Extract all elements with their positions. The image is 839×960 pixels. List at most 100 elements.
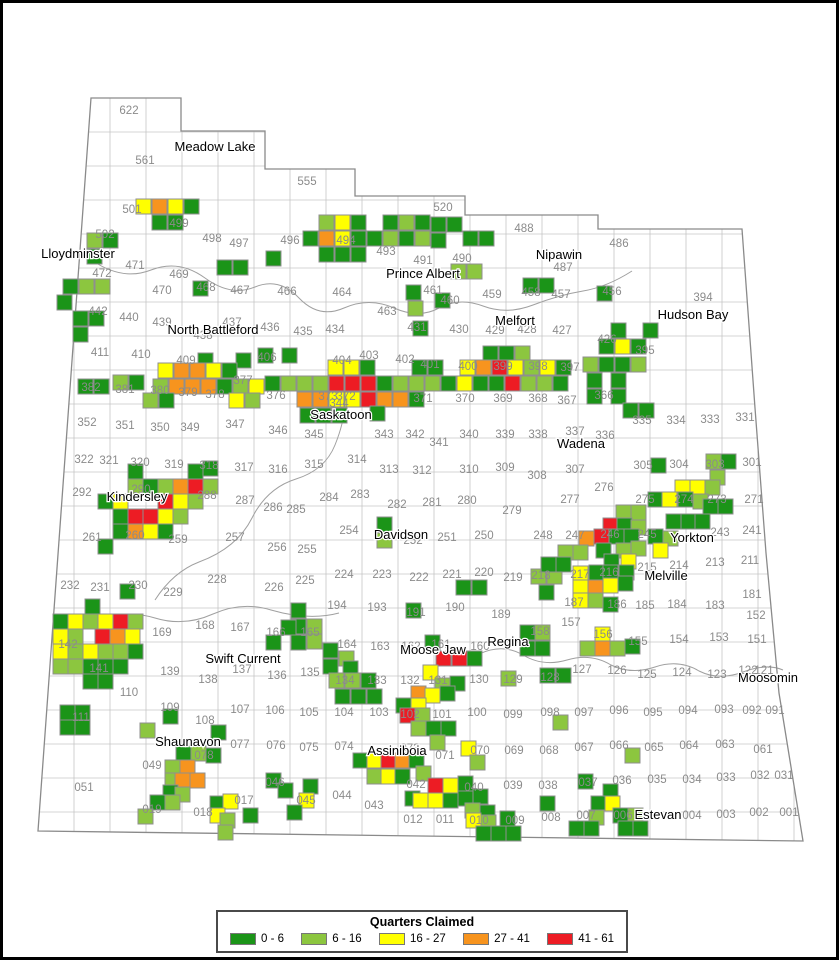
rm-number-label: 246 (600, 529, 619, 541)
claim-squares (52, 198, 737, 842)
rm-number-label: 010 (469, 815, 488, 827)
claim-square (277, 782, 294, 799)
rm-number-label: 191 (406, 607, 425, 619)
claim-square (376, 532, 393, 549)
claim-square (459, 359, 476, 376)
rm-number-label: 125 (637, 669, 656, 681)
claim-square (415, 765, 432, 782)
claim-square (630, 504, 647, 521)
claim-square (221, 362, 238, 379)
rm-number-label: 184 (667, 599, 687, 611)
rm-number-label: 248 (533, 530, 552, 542)
claim-square (97, 643, 114, 660)
claim-square (538, 277, 555, 294)
legend-item-label: 27 - 41 (494, 933, 530, 945)
claim-square (534, 624, 551, 641)
city-label: Shaunavon (155, 734, 221, 749)
claim-square (500, 670, 517, 687)
rm-number-label: 491 (413, 255, 432, 267)
rm-number-label: 226 (264, 582, 283, 594)
rm-number-label: 063 (715, 739, 734, 751)
claim-square (490, 825, 507, 842)
claim-square (183, 198, 200, 215)
claim-square (127, 613, 144, 630)
claim-square (280, 619, 297, 636)
rm-number-label: 224 (334, 569, 354, 581)
rm-number-label: 134 (335, 675, 355, 687)
rm-number-label: 367 (557, 395, 576, 407)
rm-number-label: 380 (150, 385, 169, 397)
rm-number-label: 255 (297, 544, 316, 556)
claim-square (405, 602, 422, 619)
claim-square (632, 820, 649, 837)
rm-number-label: 038 (538, 780, 557, 792)
claim-square (151, 214, 168, 231)
rm-number-label: 457 (551, 289, 570, 301)
claim-square (200, 378, 217, 395)
claim-square (530, 568, 547, 585)
rm-number-label: 336 (595, 430, 614, 442)
rm-number-label: 162 (401, 641, 420, 653)
city-label: Nipawin (536, 247, 582, 262)
rm-number-label: 232 (60, 580, 79, 592)
claim-square (505, 825, 522, 842)
rm-number-label: 456 (602, 286, 621, 298)
claim-square (555, 359, 572, 376)
claim-square (302, 230, 319, 247)
rm-number-label: 382 (81, 382, 100, 394)
rm-number-label: 438 (193, 330, 212, 342)
claim-square (609, 640, 626, 657)
rm-number-label: 097 (574, 707, 593, 719)
claim-square (315, 407, 332, 424)
city-label: Wadena (557, 436, 606, 451)
rm-number-label: 458 (521, 287, 540, 299)
rm-number-label: 152 (746, 610, 765, 622)
claim-square (265, 250, 282, 267)
claim-square (350, 688, 367, 705)
claim-square (366, 688, 383, 705)
claim-square (498, 345, 515, 362)
rm-number-label: 435 (293, 326, 312, 338)
claim-square (52, 658, 69, 675)
rm-number-label: 185 (635, 600, 654, 612)
rm-number-label: 437 (222, 317, 241, 329)
claim-square (286, 804, 303, 821)
rm-number-label: 096 (609, 705, 628, 717)
claim-square (352, 752, 369, 769)
rm-number-label: 275 (635, 494, 654, 506)
claim-square (586, 388, 603, 405)
rm-number-label: 064 (679, 740, 699, 752)
claim-square (306, 633, 323, 650)
claim-square (568, 820, 585, 837)
claim-square (164, 794, 181, 811)
claim-square (434, 292, 451, 309)
claim-square (596, 285, 613, 302)
legend-swatch (547, 933, 574, 945)
rm-number-label: 436 (260, 322, 279, 334)
rm-number-label: 622 (119, 105, 138, 117)
rm-number-label: 110 (120, 687, 138, 699)
rm-number-label: 316 (268, 464, 287, 476)
claim-square (202, 460, 219, 477)
rm-number-label: 442 (88, 306, 107, 318)
rm-number-label: 163 (370, 641, 389, 653)
rm-number-label: 008 (541, 812, 560, 824)
rm-number-label: 106 (265, 705, 284, 717)
city-label: Regina (487, 634, 529, 649)
river-line (434, 648, 784, 677)
claim-square (579, 640, 596, 657)
city-label: Hudson Bay (658, 307, 729, 322)
rm-number-label: 303 (705, 459, 724, 471)
rm-number-label: 257 (225, 532, 244, 544)
claim-square (552, 375, 569, 392)
rm-number-label: 109 (160, 702, 179, 714)
rm-number-label: 136 (267, 670, 286, 682)
rm-number-label: 394 (693, 292, 713, 304)
claim-square (614, 338, 631, 355)
claim-square (350, 230, 367, 247)
rm-number-label: 130 (469, 674, 488, 686)
city-label: Moose Jaw (400, 642, 466, 657)
rm-number-label: 501 (122, 204, 141, 216)
claim-square (344, 672, 361, 689)
claim-square (298, 792, 315, 809)
